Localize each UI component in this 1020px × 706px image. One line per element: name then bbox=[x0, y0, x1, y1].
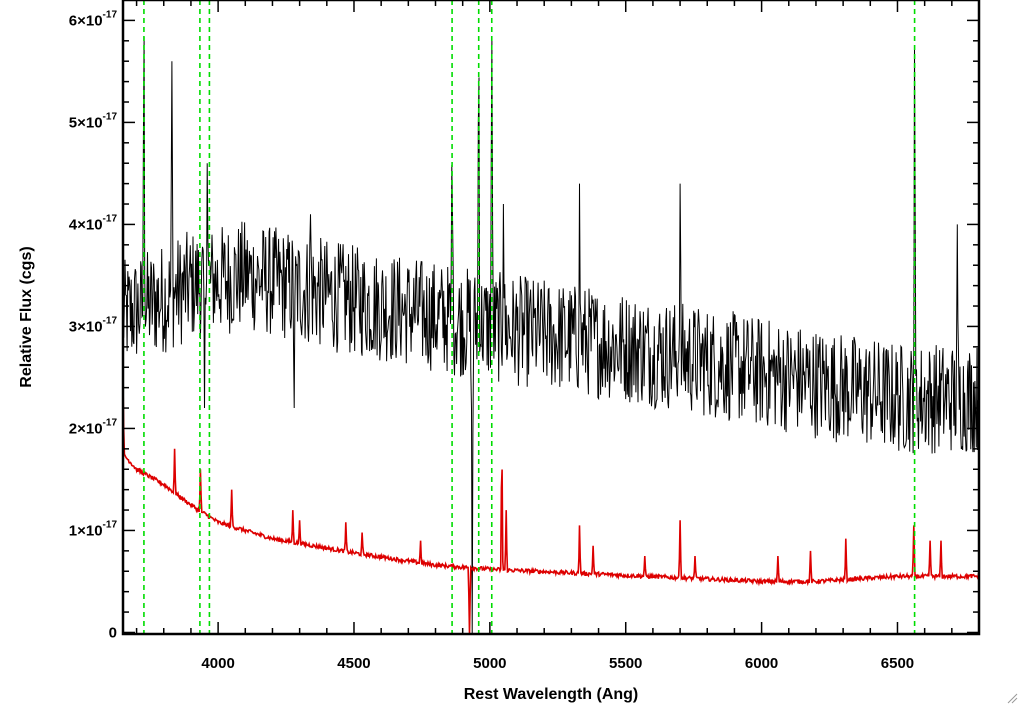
x-tick-label: 4000 bbox=[201, 655, 234, 672]
resize-grip-icon[interactable] bbox=[1006, 692, 1018, 704]
reference-lines-layer bbox=[143, 0, 916, 634]
y-tick-label: 3×10-17 bbox=[69, 315, 118, 335]
plot-frame bbox=[121, 0, 981, 636]
x-tick-label: 6000 bbox=[745, 655, 778, 672]
y-axis-title: Relative Flux (cgs) bbox=[18, 246, 35, 387]
x-tick-labels: 4000 4500 5000 5500 6000 6500 bbox=[201, 655, 914, 672]
y-tick-label: 2×10-17 bbox=[69, 417, 118, 437]
spectrum-series-layer bbox=[122, 35, 980, 635]
axis-ticks bbox=[123, 0, 980, 634]
y-tick-labels: 0 1×10-17 2×10-17 3×10-17 4×10-17 5×10-17 6×10… bbox=[69, 9, 118, 641]
x-tick-label: 5000 bbox=[473, 655, 506, 672]
x-tick-label: 6500 bbox=[881, 655, 914, 672]
y-tick-label: 0 bbox=[109, 624, 117, 641]
y-tick-label: 4×10-17 bbox=[69, 213, 118, 233]
spectrum-line-red bbox=[122, 382, 980, 635]
x-tick-label: 5500 bbox=[609, 655, 642, 672]
y-tick-label: 5×10-17 bbox=[69, 111, 118, 131]
x-tick-label: 4500 bbox=[337, 655, 370, 672]
x-axis-title: Rest Wavelength (Ang) bbox=[464, 686, 639, 703]
y-tick-label: 1×10-17 bbox=[69, 519, 118, 539]
y-tick-label: 6×10-17 bbox=[69, 9, 118, 29]
spectrum-line-black bbox=[122, 35, 980, 635]
